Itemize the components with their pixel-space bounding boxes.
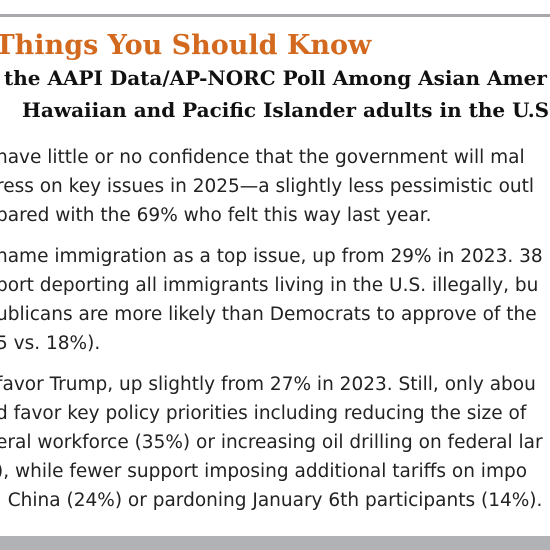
finding-2-line-2: port deporting all immigrants living in … — [0, 275, 539, 296]
subheading-line-2: Hawaiian and Pacific Islander adults in … — [22, 98, 550, 122]
finding-1-line-1: have little or no confidence that the go… — [0, 147, 525, 168]
finding-3-line-1: favor Trump, up slightly from 27% in 202… — [0, 374, 536, 395]
finding-3-line-2: d favor key policy priorities including … — [0, 403, 527, 424]
finding-2-line-1: name immigration as a top issue, up from… — [0, 246, 543, 267]
finding-3-line-4: ), while fewer support imposing addition… — [0, 461, 528, 482]
bottom-divider-gap — [0, 532, 550, 536]
finding-2-line-3: ublicans are more likely than Democrats … — [0, 304, 537, 325]
top-divider — [0, 0, 550, 17]
finding-3-line-3: eral workforce (35%) or increasing oil d… — [0, 432, 543, 453]
subheading-line-1: the AAPI Data/AP-NORC Poll Among Asian A… — [4, 66, 547, 90]
finding-3-line-5: . China (24%) or pardoning January 6th p… — [0, 490, 543, 511]
bottom-divider — [0, 536, 550, 550]
finding-1-line-2: ress on key issues in 2025—a slightly le… — [0, 176, 535, 197]
finding-1-line-3: pared with the 69% who felt this way las… — [0, 205, 432, 226]
page-heading: e Things You Should Know — [0, 30, 372, 61]
finding-2-line-4: 5 vs. 18%). — [0, 333, 101, 354]
